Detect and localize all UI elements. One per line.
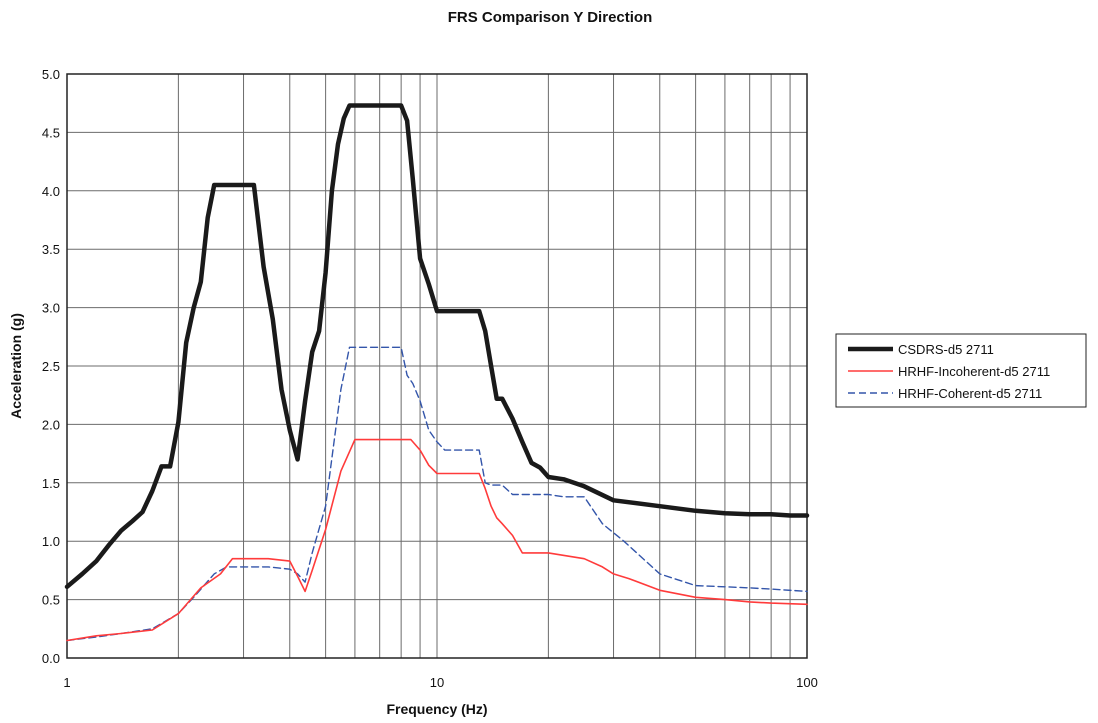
tick-labels: 0.0 0.5 1.0 1.5 2.0 2.5 3.0 3.5 4.0 4.5 5.0 1 10 100	[42, 67, 818, 690]
y-tick-label: 2.0	[42, 417, 60, 432]
plot-frame	[66, 73, 808, 659]
x-tick-label: 100	[796, 675, 818, 690]
y-tick-label: 0.5	[42, 593, 60, 608]
legend: CSDRS-d5 2711 HRHF-Incoherent-d5 2711 HRHF…	[835, 333, 1087, 408]
y-tick-label: 4.0	[42, 184, 60, 199]
y-tick-label: 3.0	[42, 301, 60, 316]
grid	[66, 73, 807, 659]
chart-title: FRS Comparison Y Direction	[448, 9, 653, 26]
y-tick-label: 5.0	[42, 67, 60, 82]
y-tick-label: 0.0	[42, 651, 60, 666]
y-tick-label: 4.5	[42, 125, 60, 140]
y-tick-label: 2.5	[42, 359, 60, 374]
series-layer	[64, 103, 810, 642]
y-tick-label: 1.5	[42, 476, 60, 491]
series-line-2	[66, 346, 808, 642]
legend-items: CSDRS-d5 2711 HRHF-Incoherent-d5 2711 HRHF…	[848, 342, 1050, 401]
legend-label-1: HRHF-Incoherent-d5 2711	[898, 364, 1050, 379]
y-tick-label: 1.0	[42, 534, 60, 549]
series-line-0	[64, 103, 810, 590]
x-axis-label: Frequency (Hz)	[386, 701, 487, 717]
x-tick-label: 10	[430, 675, 444, 690]
legend-label-0: CSDRS-d5 2711	[898, 342, 994, 357]
y-axis-label: Acceleration (g)	[8, 313, 24, 419]
legend-label-2: HRHF-Coherent-d5 2711	[898, 386, 1042, 401]
series-line-1	[66, 438, 808, 642]
x-tick-label: 1	[63, 675, 70, 690]
y-tick-label: 3.5	[42, 242, 60, 257]
